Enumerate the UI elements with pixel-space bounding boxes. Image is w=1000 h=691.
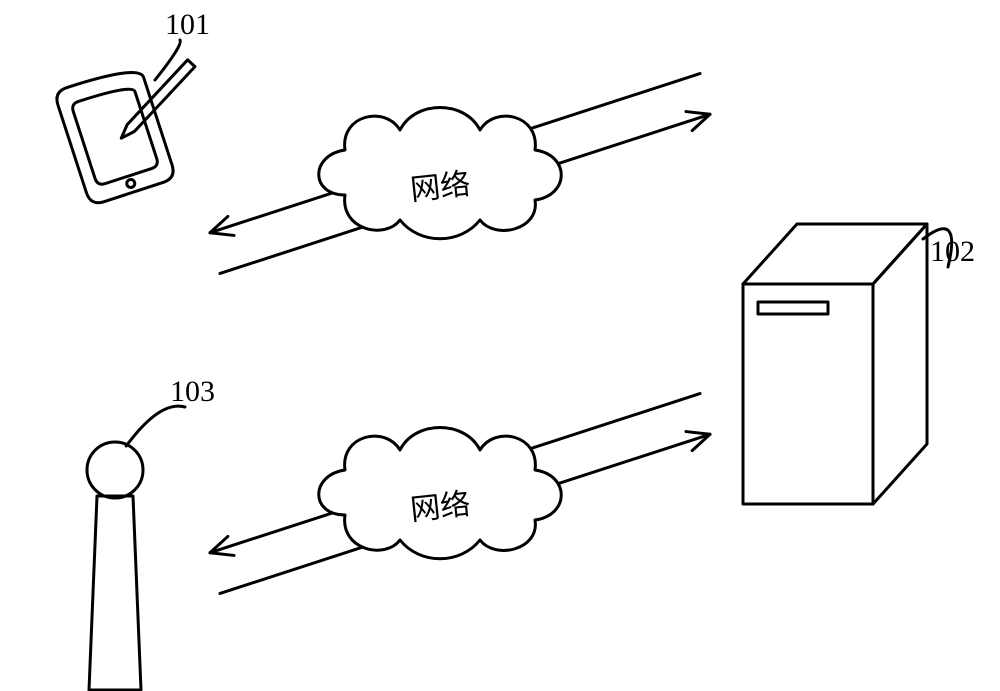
cloud-top-label: 网络	[408, 159, 472, 209]
callout-server: 102	[930, 235, 975, 269]
callout-sensor: 103	[170, 375, 215, 409]
cloud-bottom-label: 网络	[408, 479, 472, 529]
callout-tablet: 101	[165, 8, 210, 42]
diagram-svg	[0, 0, 1000, 691]
diagram-stage: 101 102 103 网络 网络	[0, 0, 1000, 691]
